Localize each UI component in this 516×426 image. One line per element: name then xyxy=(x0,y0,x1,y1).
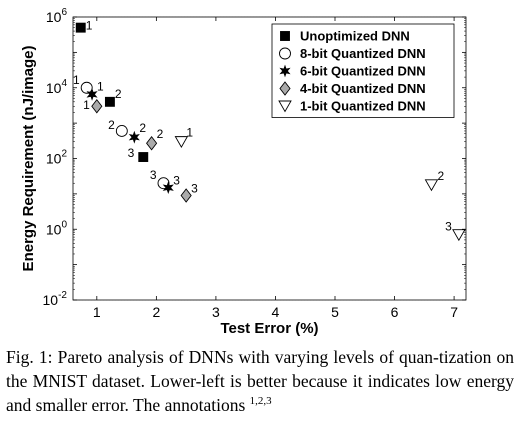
x-tick-label: 3 xyxy=(212,304,220,320)
point-annotation: 3 xyxy=(150,168,157,182)
point-annotation: 1 xyxy=(86,19,93,33)
caption-superscript: 1,2,3 xyxy=(249,395,272,408)
legend-marker xyxy=(279,64,291,78)
point-annotation: 1 xyxy=(83,98,90,112)
legend-entry: 6-bit Quantized DNN xyxy=(300,64,426,79)
x-tick-label: 5 xyxy=(331,304,339,320)
point-annotation: 1 xyxy=(186,126,193,140)
legend-marker xyxy=(279,81,291,96)
legend-marker xyxy=(278,100,292,113)
data-point xyxy=(162,181,174,195)
figure-caption: Fig. 1: Pareto analysis of DNNs with var… xyxy=(6,345,514,417)
point-annotation: 2 xyxy=(139,121,146,135)
x-tick-label: 2 xyxy=(152,304,160,320)
data-point xyxy=(128,130,140,144)
point-annotation: 1 xyxy=(97,79,104,93)
x-tick-label: 4 xyxy=(272,304,280,320)
y-axis-label: Energy Requirement (nJ/image) xyxy=(20,46,37,272)
point-annotation: 2 xyxy=(157,127,164,141)
data-point xyxy=(174,136,189,149)
y-tick-label: 100 xyxy=(46,219,68,237)
y-tick-label: 10-2 xyxy=(43,290,68,308)
point-annotation: 3 xyxy=(128,146,135,160)
data-point xyxy=(452,229,466,242)
y-tick-label: 102 xyxy=(46,149,68,167)
data-point xyxy=(180,188,192,203)
y-tick-label: 106 xyxy=(46,7,68,25)
data-point xyxy=(115,125,128,137)
point-annotation: 1 xyxy=(73,73,80,87)
legend-entry: 8-bit Quantized DNN xyxy=(300,46,426,61)
data-point xyxy=(91,99,103,114)
point-annotation: 3 xyxy=(191,181,198,195)
x-tick-label: 7 xyxy=(450,304,458,320)
data-point xyxy=(146,136,158,151)
x-axis-label: Test Error (%) xyxy=(220,320,318,337)
point-annotation: 3 xyxy=(445,220,452,234)
legend-entry: Unoptimized DNN xyxy=(300,29,410,44)
point-annotation: 3 xyxy=(173,174,180,188)
data-point xyxy=(75,22,86,33)
legend-box xyxy=(271,23,455,118)
data-point xyxy=(424,179,439,192)
data-point xyxy=(138,152,149,162)
caption-text: Fig. 1: Pareto analysis of DNNs with var… xyxy=(6,347,514,415)
legend-marker xyxy=(280,31,290,41)
data-point xyxy=(80,81,93,94)
legend-entry: 4-bit Quantized DNN xyxy=(300,81,426,96)
point-annotation: 2 xyxy=(115,87,122,101)
x-tick-label: 6 xyxy=(391,304,399,320)
point-annotation: 2 xyxy=(108,118,115,132)
data-point xyxy=(86,87,98,101)
legend-entry: 1-bit Quantized DNN xyxy=(300,99,426,114)
legend-marker xyxy=(279,47,291,60)
point-annotation: 2 xyxy=(437,169,444,183)
y-tick-label: 104 xyxy=(46,78,68,96)
x-tick-label: 1 xyxy=(93,304,101,320)
data-point xyxy=(104,96,115,107)
